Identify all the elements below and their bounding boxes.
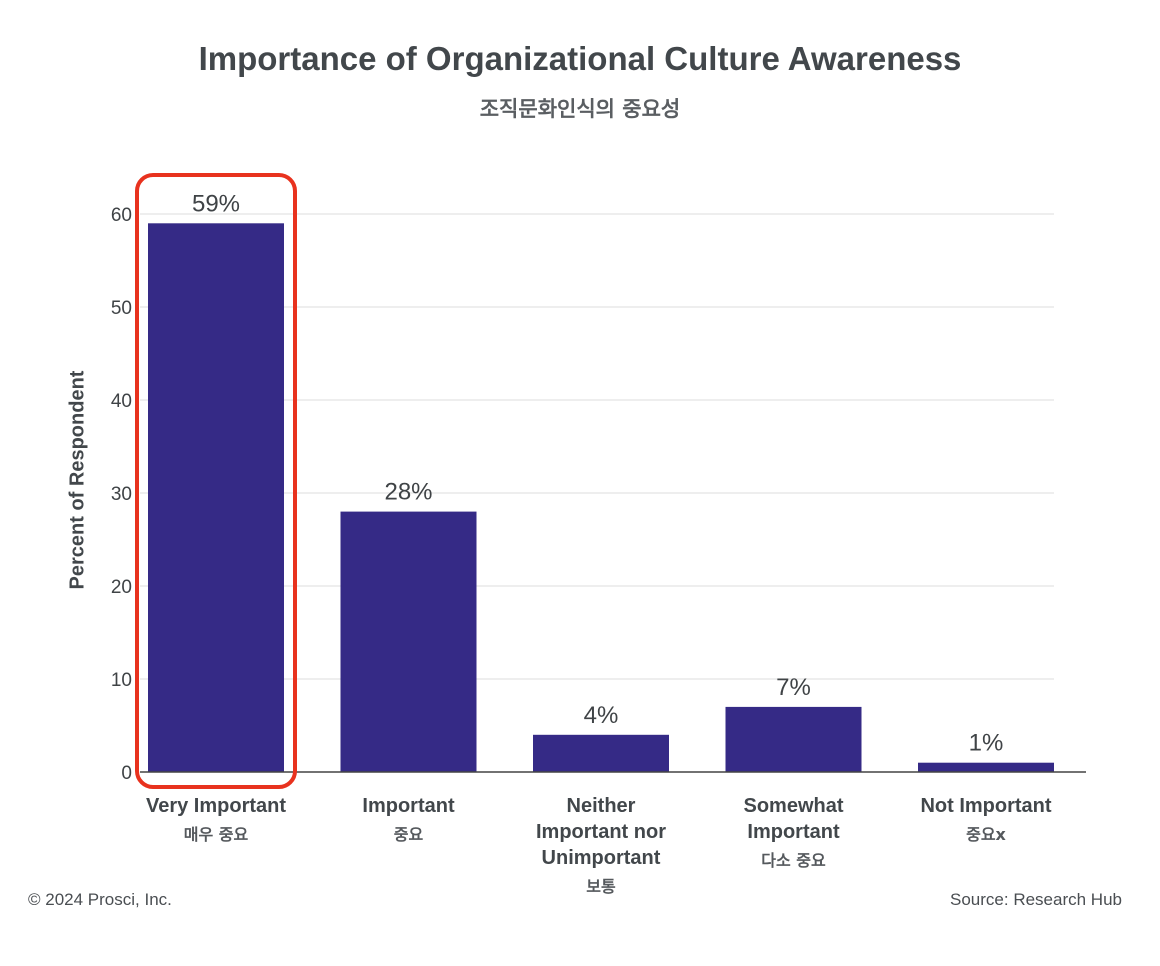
x-tick-label: Important	[362, 795, 455, 817]
bar	[725, 706, 862, 772]
x-tick-label: Neither	[567, 795, 636, 817]
y-tick-label: 60	[111, 205, 132, 226]
x-tick-label: Somewhat	[743, 795, 843, 817]
x-tick-label: Important nor	[536, 821, 666, 843]
y-tick-label: 30	[111, 484, 132, 505]
y-tick-label: 50	[111, 298, 132, 319]
data-label: 7%	[776, 674, 811, 701]
bar	[533, 734, 669, 772]
chart-subtitle: 조직문화인식의 중요성	[479, 97, 681, 121]
highlight-box	[135, 173, 297, 789]
data-label: 1%	[969, 730, 1004, 757]
x-tick-sublabel: 매우 중요	[184, 825, 249, 844]
bar	[340, 511, 477, 772]
chart-title: Importance of Organizational Culture Awa…	[198, 40, 962, 77]
bar	[918, 762, 1054, 772]
x-tick-sublabel: 다소 중요	[761, 851, 826, 870]
x-tick-label: Unimportant	[542, 847, 661, 869]
data-label: 28%	[384, 479, 432, 506]
data-label: 59%	[192, 190, 240, 217]
x-tick-sublabel: 중요	[394, 825, 424, 844]
copyright-text: © 2024 Prosci, Inc.	[28, 890, 172, 909]
y-tick-label: 40	[111, 391, 132, 412]
bar	[148, 223, 284, 773]
x-tick-sublabel: 보통	[586, 877, 616, 896]
y-tick-label: 20	[111, 577, 132, 598]
source-text: Source: Research Hub	[950, 890, 1122, 909]
x-tick-label: Important	[747, 821, 840, 843]
x-tick-label: Not Important	[920, 795, 1051, 817]
data-label: 4%	[584, 702, 619, 729]
y-tick-label: 10	[111, 670, 132, 691]
x-tick-label: Very Important	[146, 795, 286, 817]
x-tick-sublabel: 중요x	[966, 825, 1006, 844]
y-tick-label: 0	[121, 763, 132, 784]
